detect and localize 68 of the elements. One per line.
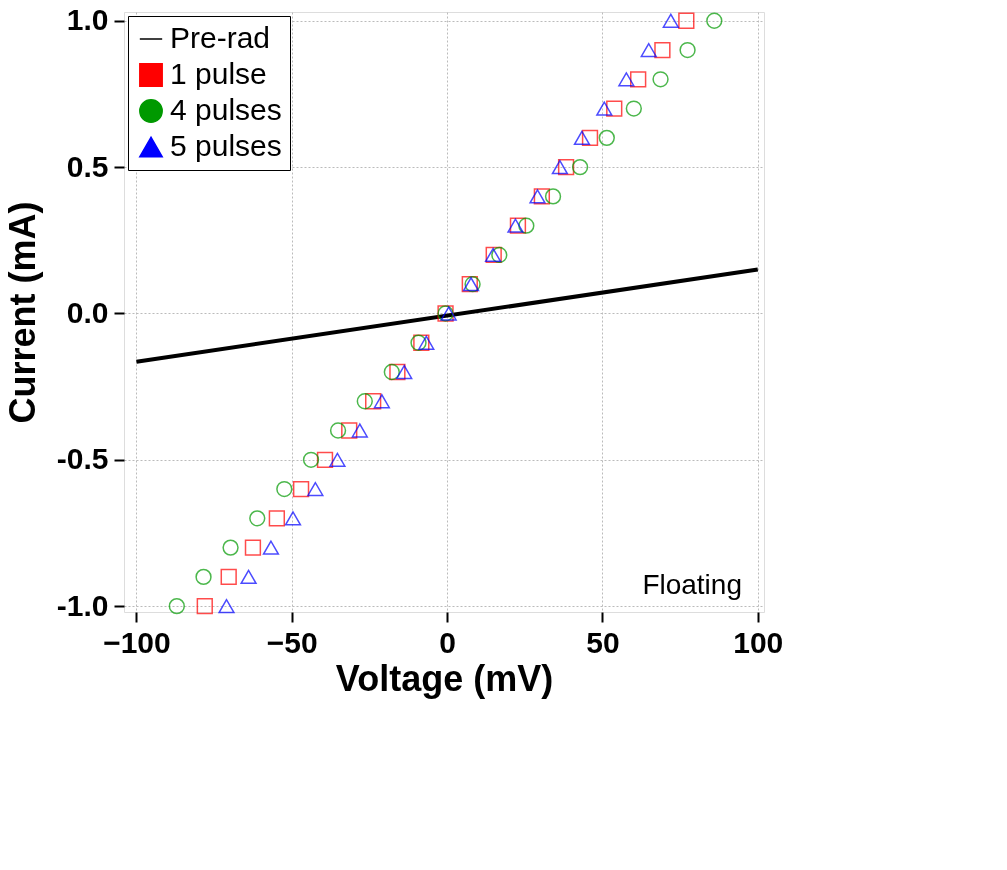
point xyxy=(518,217,535,234)
legend-label: 4 pulses xyxy=(170,93,282,126)
point xyxy=(329,422,347,439)
point xyxy=(606,100,623,117)
point xyxy=(654,41,671,59)
x-tick-label: 100 xyxy=(733,625,784,659)
point xyxy=(581,129,599,147)
point xyxy=(640,42,657,58)
point xyxy=(529,189,546,204)
y-tick-label: -1.0 xyxy=(56,588,109,622)
x-tick-label: 0 xyxy=(439,625,456,659)
legend-label: 5 pulses xyxy=(170,129,282,162)
point xyxy=(244,539,262,556)
point xyxy=(218,598,235,614)
point xyxy=(329,452,346,467)
point xyxy=(249,510,266,527)
point xyxy=(383,363,400,381)
point xyxy=(557,158,575,176)
point xyxy=(220,568,237,586)
x-tick-label: −100 xyxy=(103,625,171,659)
point xyxy=(679,41,696,59)
x-tick-label: −50 xyxy=(266,625,318,659)
point xyxy=(351,423,368,438)
point xyxy=(316,451,334,468)
y-tick-label: -0.5 xyxy=(56,442,109,476)
y-tick-label: 1.0 xyxy=(66,3,109,37)
point xyxy=(389,363,406,381)
point xyxy=(284,511,302,526)
legend-label: Pre-rad xyxy=(170,21,271,54)
y-tick-label: 0.5 xyxy=(66,149,109,183)
point xyxy=(551,159,569,175)
point xyxy=(598,129,615,147)
y-tick-label: 0.0 xyxy=(66,295,109,329)
point xyxy=(418,335,435,350)
point xyxy=(396,364,413,380)
point xyxy=(618,72,635,87)
point xyxy=(544,188,562,205)
point xyxy=(292,480,310,498)
x-axis-title: Voltage (mV) xyxy=(335,657,554,699)
point xyxy=(195,568,212,586)
x-tick-label: 50 xyxy=(586,625,620,659)
point xyxy=(302,451,320,468)
point xyxy=(491,246,508,264)
point xyxy=(168,597,185,615)
point xyxy=(276,480,293,498)
point xyxy=(341,422,358,439)
y-axis-title: Current (mA) xyxy=(1,201,43,424)
legend-label: 1 pulse xyxy=(170,57,267,90)
point xyxy=(268,510,286,527)
point xyxy=(573,130,591,146)
point xyxy=(222,539,239,556)
point xyxy=(678,12,695,29)
point xyxy=(630,71,647,88)
annotation: Floating xyxy=(642,569,742,600)
point xyxy=(662,13,679,28)
point xyxy=(196,597,213,615)
point xyxy=(596,101,613,116)
point xyxy=(240,569,257,585)
point xyxy=(625,100,642,117)
point xyxy=(652,71,669,88)
point xyxy=(373,394,391,409)
point xyxy=(356,393,373,410)
point xyxy=(365,393,382,410)
point xyxy=(307,481,324,497)
point xyxy=(262,540,280,555)
point xyxy=(533,188,551,205)
point xyxy=(706,12,723,29)
point xyxy=(571,158,589,176)
